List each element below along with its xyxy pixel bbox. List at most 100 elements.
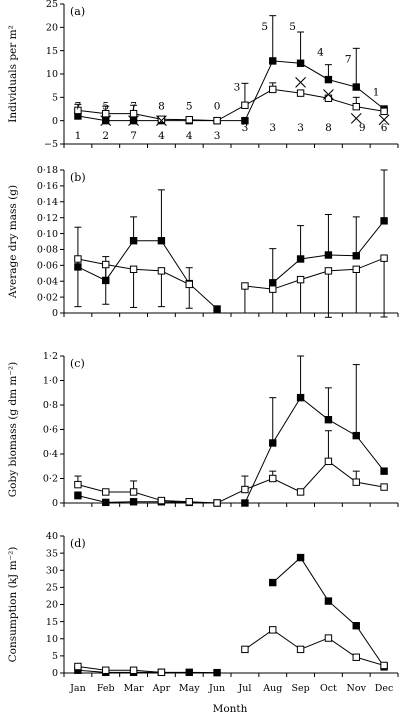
panel-label: (c) [70, 357, 85, 370]
y-tick-label: 20 [46, 23, 58, 34]
point-filled-square [129, 237, 138, 245]
point-filled-square [324, 597, 333, 605]
point-open-square [129, 109, 138, 118]
x-tick-label: Jan [69, 683, 86, 694]
y-tick-label: 0·04 [37, 276, 58, 287]
panel-3: 0 5 10 15 20 25 30 35 40 (d) Consumption (kJ m⁻²) J… [7, 531, 399, 694]
point-filled-square [74, 491, 82, 500]
x-tick-label: Sep [291, 683, 309, 694]
y-tick-label: 0·18 [37, 165, 58, 176]
point-filled-square [213, 668, 221, 677]
point-open-square [129, 666, 138, 674]
panel-label: (a) [70, 5, 85, 18]
x-tick-label: Oct [320, 683, 337, 694]
point-filled-square [324, 416, 333, 424]
point-open-square [269, 285, 277, 293]
point-open-square [185, 280, 193, 289]
cross-stroke [156, 115, 167, 127]
point-open-square [352, 653, 360, 661]
series-cross [100, 77, 390, 127]
series-line [77, 88, 385, 122]
point-filled-square [324, 75, 333, 84]
y-tick-label: 15 [46, 617, 58, 628]
y-tick-label: 20 [46, 600, 58, 611]
x-tick-label: Nov [347, 683, 367, 694]
y-tick-label: 0 [52, 308, 58, 319]
point-open-square [213, 499, 221, 507]
point-open-square [102, 488, 110, 496]
point-open-square [74, 480, 82, 489]
y-tick-label: 0·2 [43, 474, 58, 485]
point-open-square [213, 116, 221, 125]
point-open-square [324, 267, 333, 275]
y-axis-label: Consumption (kJ m⁻²) [7, 547, 19, 663]
y-tick-label: 0·12 [37, 213, 58, 224]
x-tick-label: May [179, 683, 200, 694]
x-tick-label: Feb [97, 683, 115, 694]
point-open-square [157, 267, 166, 275]
point-open-square [296, 645, 305, 654]
point-cross [100, 115, 112, 127]
point-open-square [296, 89, 305, 97]
y-tick-label: 0·06 [37, 261, 58, 272]
point-filled-square [380, 217, 388, 225]
y-axis-label: Individuals per m² [7, 25, 19, 123]
point-open-square [241, 101, 249, 109]
sample-size-label: 1 [75, 130, 82, 142]
point-filled-square [296, 59, 305, 67]
cross-stroke [100, 115, 112, 127]
point-open-square [352, 478, 360, 486]
series-filled-square [74, 169, 388, 313]
point-filled-square [352, 252, 360, 260]
y-tick-label: 5 [52, 93, 58, 104]
series-line [244, 629, 385, 666]
point-open-square [380, 254, 388, 262]
point-filled-square [241, 499, 249, 507]
x-tick-label: Aug [262, 683, 282, 694]
point-open-square [157, 496, 166, 505]
series-open-square [74, 82, 388, 125]
sample-size-label: 4 [158, 130, 165, 142]
point-open-square [241, 282, 249, 290]
cross-stroke [323, 89, 334, 100]
x-tick-label: Apr [152, 683, 171, 694]
sample-size-label: 5 [289, 21, 296, 33]
y-tick-label: 10 [46, 634, 58, 645]
point-filled-square [213, 305, 221, 313]
sample-size-label: 5 [186, 100, 193, 112]
series-line [77, 460, 385, 504]
y-tick-label: 35 [46, 548, 58, 559]
point-open-square [380, 483, 388, 491]
point-open-square [296, 275, 305, 284]
series-line [244, 257, 385, 290]
series-line [77, 396, 385, 504]
panel-label: (b) [70, 171, 86, 184]
point-open-square [380, 107, 388, 116]
point-open-square [269, 85, 277, 94]
point-open-square [380, 661, 388, 670]
point-open-square [157, 115, 166, 123]
point-open-square [241, 485, 249, 494]
point-open-square [269, 626, 277, 634]
y-axis-label: Goby biomass (g dm m⁻²) [7, 362, 19, 497]
y-tick-label: 0·10 [37, 229, 58, 240]
sample-size-label: 7 [130, 100, 137, 112]
point-open-square [129, 488, 138, 496]
point-filled-square [129, 498, 138, 506]
y-tick-label: 5 [52, 651, 58, 662]
y-tick-label: 1·0 [43, 376, 58, 387]
panel-1: 0 0·02 0·04 0·06 0·08 0·10 0·12 0·14 0·16 0·18 (b)… [7, 165, 399, 319]
sample-size-label: 3 [214, 130, 221, 142]
sample-size-label: 3 [234, 82, 241, 94]
series-open-square [74, 430, 388, 507]
series-filled-square [74, 355, 388, 507]
point-cross [378, 114, 390, 126]
series-line [77, 60, 385, 122]
sample-size-label: 5 [102, 100, 109, 112]
sample-size-label: 3 [242, 122, 249, 134]
series-open-square [74, 254, 388, 318]
point-open-square [241, 645, 249, 654]
series-line [77, 669, 218, 674]
sample-size-label: 0 [214, 100, 221, 112]
point-open-square [74, 255, 82, 263]
